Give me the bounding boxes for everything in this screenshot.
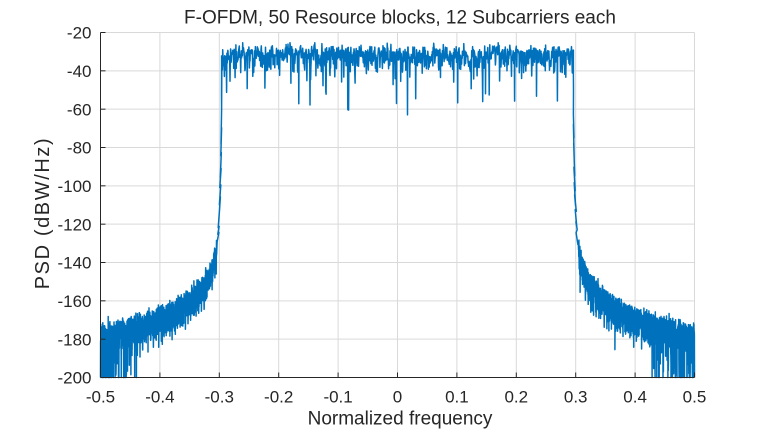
svg-text:0.1: 0.1 — [445, 388, 469, 407]
svg-text:-0.2: -0.2 — [264, 388, 293, 407]
svg-text:-160: -160 — [57, 292, 91, 311]
svg-text:0.3: 0.3 — [564, 388, 588, 407]
svg-text:-100: -100 — [57, 177, 91, 196]
svg-text:-0.5: -0.5 — [86, 388, 115, 407]
svg-text:-20: -20 — [67, 24, 92, 43]
svg-text:-0.1: -0.1 — [323, 388, 352, 407]
svg-text:PSD (dBW/Hz): PSD (dBW/Hz) — [32, 137, 54, 290]
svg-text:0: 0 — [393, 388, 402, 407]
svg-text:0.4: 0.4 — [623, 388, 647, 407]
svg-text:-200: -200 — [57, 369, 91, 388]
svg-text:-40: -40 — [67, 62, 92, 81]
svg-text:F-OFDM, 50 Resource blocks, 12: F-OFDM, 50 Resource blocks, 12 Subcarrie… — [184, 8, 616, 29]
svg-text:0.2: 0.2 — [504, 388, 528, 407]
svg-text:-140: -140 — [57, 254, 91, 273]
svg-text:0.5: 0.5 — [683, 388, 707, 407]
svg-text:-80: -80 — [67, 139, 92, 158]
svg-text:-60: -60 — [67, 100, 92, 119]
svg-text:-120: -120 — [57, 215, 91, 234]
svg-text:-0.3: -0.3 — [205, 388, 234, 407]
svg-text:Normalized frequency: Normalized frequency — [308, 409, 493, 430]
svg-text:-180: -180 — [57, 330, 91, 349]
svg-text:-0.4: -0.4 — [145, 388, 174, 407]
